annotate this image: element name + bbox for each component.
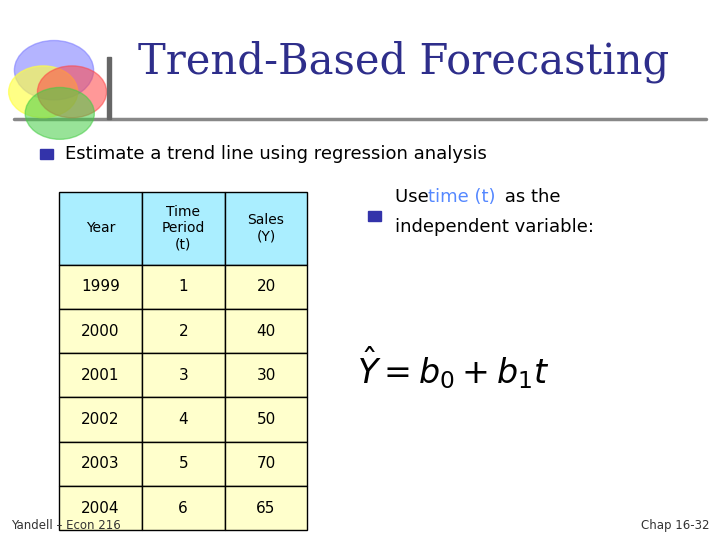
Bar xyxy=(59,265,142,309)
Text: 1: 1 xyxy=(179,279,188,294)
Text: $\hat{Y} = b_0 + b_1 t$: $\hat{Y} = b_0 + b_1 t$ xyxy=(357,344,550,390)
Circle shape xyxy=(37,66,107,118)
Text: 5: 5 xyxy=(179,456,188,471)
Bar xyxy=(59,442,142,486)
Circle shape xyxy=(25,87,94,139)
Bar xyxy=(368,211,381,221)
Text: Time
Period
(t): Time Period (t) xyxy=(161,205,205,251)
Text: Yandell – Econ 216: Yandell – Econ 216 xyxy=(11,519,120,532)
Text: 65: 65 xyxy=(256,501,276,516)
Bar xyxy=(59,309,142,353)
Text: 20: 20 xyxy=(256,279,276,294)
Bar xyxy=(142,192,225,265)
Text: 2001: 2001 xyxy=(81,368,120,383)
Bar xyxy=(225,397,307,442)
Text: 40: 40 xyxy=(256,323,276,339)
Bar xyxy=(142,442,225,486)
Text: as the: as the xyxy=(499,188,560,206)
Bar xyxy=(225,486,307,530)
Bar xyxy=(225,192,307,265)
Text: 2004: 2004 xyxy=(81,501,120,516)
Bar xyxy=(225,309,307,353)
Bar xyxy=(142,309,225,353)
Text: 2003: 2003 xyxy=(81,456,120,471)
Text: Year: Year xyxy=(86,221,115,235)
Text: Sales
(Y): Sales (Y) xyxy=(248,213,284,243)
Bar xyxy=(225,442,307,486)
Text: 3: 3 xyxy=(179,368,188,383)
Text: Estimate a trend line using regression analysis: Estimate a trend line using regression a… xyxy=(65,145,487,163)
Text: 70: 70 xyxy=(256,456,276,471)
Text: 6: 6 xyxy=(179,501,188,516)
Bar xyxy=(142,353,225,397)
Bar xyxy=(59,486,142,530)
Bar xyxy=(142,397,225,442)
Text: Use: Use xyxy=(395,188,434,206)
Bar xyxy=(59,192,142,265)
Text: 4: 4 xyxy=(179,412,188,427)
Text: time (t): time (t) xyxy=(428,188,496,206)
Text: independent variable:: independent variable: xyxy=(395,218,593,236)
Bar xyxy=(59,397,142,442)
Circle shape xyxy=(14,40,94,100)
Bar xyxy=(107,57,111,119)
Circle shape xyxy=(9,66,78,118)
Bar xyxy=(40,149,53,159)
Bar xyxy=(142,486,225,530)
Text: 2000: 2000 xyxy=(81,323,120,339)
Text: 30: 30 xyxy=(256,368,276,383)
Bar xyxy=(142,265,225,309)
Text: 2002: 2002 xyxy=(81,412,120,427)
Text: 2: 2 xyxy=(179,323,188,339)
Bar xyxy=(225,353,307,397)
Text: 50: 50 xyxy=(256,412,276,427)
Text: Chap 16-32: Chap 16-32 xyxy=(641,519,709,532)
Bar xyxy=(59,353,142,397)
Bar xyxy=(225,265,307,309)
Text: Trend-Based Forecasting: Trend-Based Forecasting xyxy=(138,41,669,83)
Text: 1999: 1999 xyxy=(81,279,120,294)
